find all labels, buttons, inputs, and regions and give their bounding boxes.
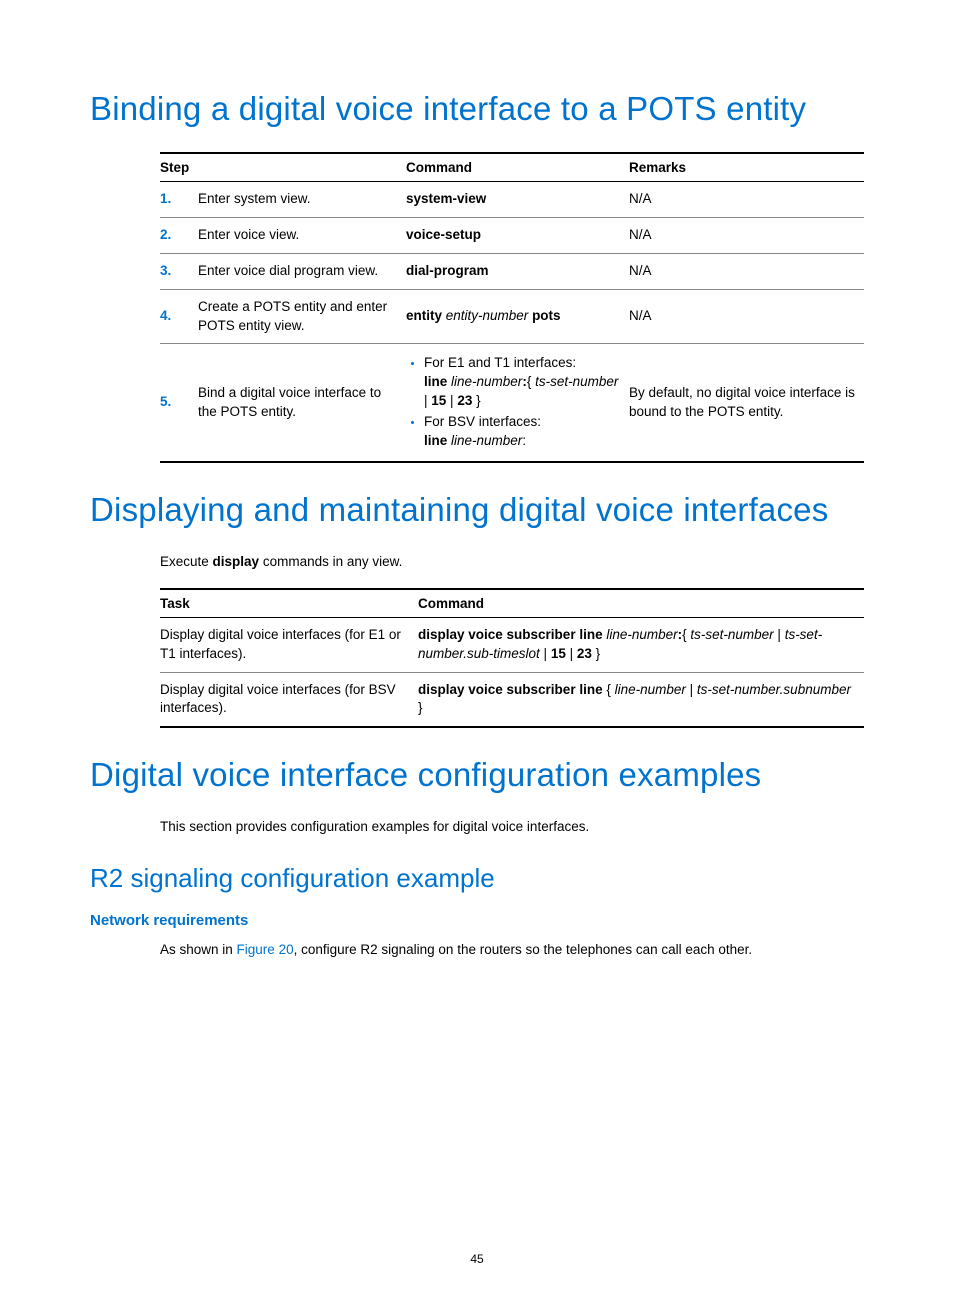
table-row: Display digital voice interfaces (for BS… bbox=[160, 672, 864, 727]
table-row: Display digital voice interfaces (for E1… bbox=[160, 617, 864, 672]
para-examples: This section provides configuration exam… bbox=[160, 818, 864, 837]
step-text: Enter system view. bbox=[198, 182, 406, 218]
table-row: 4. Create a POTS entity and enter POTS e… bbox=[160, 289, 864, 344]
table-row: 2. Enter voice view. voice-setup N/A bbox=[160, 217, 864, 253]
remarks-cell: N/A bbox=[629, 253, 864, 289]
command-cell: voice-setup bbox=[406, 217, 629, 253]
heading-network-req: Network requirements bbox=[90, 912, 864, 929]
command-cell: dial-program bbox=[406, 253, 629, 289]
step-number: 3. bbox=[160, 253, 198, 289]
heading-r2: R2 signaling configuration example bbox=[90, 863, 864, 894]
col-remarks: Remarks bbox=[629, 153, 864, 182]
step-number: 4. bbox=[160, 289, 198, 344]
tasks-table: Task Command Display digital voice inter… bbox=[160, 588, 864, 729]
step-number: 1. bbox=[160, 182, 198, 218]
command-cell: system-view bbox=[406, 182, 629, 218]
remarks-cell: N/A bbox=[629, 217, 864, 253]
step-text: Bind a digital voice interface to the PO… bbox=[198, 344, 406, 462]
col-task: Task bbox=[160, 589, 418, 618]
figure-link[interactable]: Figure 20 bbox=[237, 942, 294, 957]
step-text: Enter voice dial program view. bbox=[198, 253, 406, 289]
step-text: Enter voice view. bbox=[198, 217, 406, 253]
step-number: 5. bbox=[160, 344, 198, 462]
page-number: 45 bbox=[0, 1252, 954, 1266]
task-cell: Display digital voice interfaces (for E1… bbox=[160, 617, 418, 672]
remarks-cell: By default, no digital voice interface i… bbox=[629, 344, 864, 462]
heading-binding: Binding a digital voice interface to a P… bbox=[90, 90, 864, 128]
task-cell: Display digital voice interfaces (for BS… bbox=[160, 672, 418, 727]
command-cell: entity entity-number pots bbox=[406, 289, 629, 344]
command-cell: display voice subscriber line { line-num… bbox=[418, 672, 864, 727]
col-command: Command bbox=[418, 589, 864, 618]
table1-wrap: Step Command Remarks 1. Enter system vie… bbox=[160, 152, 864, 463]
steps-table: Step Command Remarks 1. Enter system vie… bbox=[160, 152, 864, 463]
para-execute: Execute display commands in any view. bbox=[160, 553, 864, 572]
step-number: 2. bbox=[160, 217, 198, 253]
col-step: Step bbox=[160, 153, 406, 182]
bullet-item: For BSV interfaces: line line-number: bbox=[424, 413, 621, 451]
heading-examples: Digital voice interface configuration ex… bbox=[90, 756, 864, 794]
table-row: 5. Bind a digital voice interface to the… bbox=[160, 344, 864, 462]
remarks-cell: N/A bbox=[629, 182, 864, 218]
table2-wrap: Task Command Display digital voice inter… bbox=[160, 588, 864, 729]
command-cell: display voice subscriber line line-numbe… bbox=[418, 617, 864, 672]
table-row: 3. Enter voice dial program view. dial-p… bbox=[160, 253, 864, 289]
para-figure: As shown in Figure 20, configure R2 sign… bbox=[160, 941, 864, 960]
step-text: Create a POTS entity and enter POTS enti… bbox=[198, 289, 406, 344]
command-cell: For E1 and T1 interfaces: line line-numb… bbox=[406, 344, 629, 462]
remarks-cell: N/A bbox=[629, 289, 864, 344]
bullet-item: For E1 and T1 interfaces: line line-numb… bbox=[424, 354, 621, 411]
col-command: Command bbox=[406, 153, 629, 182]
heading-displaying: Displaying and maintaining digital voice… bbox=[90, 491, 864, 529]
document-page: Binding a digital voice interface to a P… bbox=[0, 0, 954, 1296]
table-row: 1. Enter system view. system-view N/A bbox=[160, 182, 864, 218]
